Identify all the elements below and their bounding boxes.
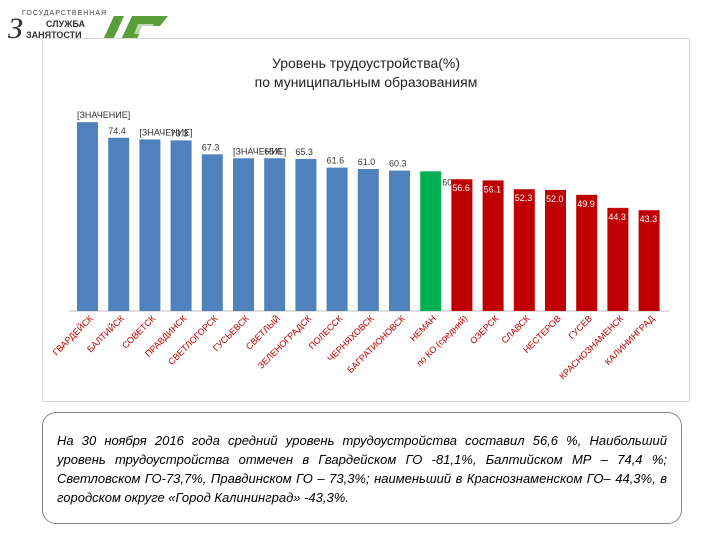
value-label-13: 56.6 xyxy=(452,183,470,193)
bar-4 xyxy=(170,140,192,311)
value-label-18: 44.3 xyxy=(608,212,626,222)
logo-line2: СЛУЖБА xyxy=(46,19,85,29)
bar-10 xyxy=(357,168,379,311)
value-label-6: [ЗНАЧЕНИЕ] xyxy=(233,146,286,156)
logo-line3: ЗАНЯТОСТИ xyxy=(26,30,82,40)
logo: З ГОСУДАРСТВЕННАЯ СЛУЖБА ЗАНЯТОСТИ xyxy=(8,8,178,48)
value-label-15: 52.3 xyxy=(515,193,533,203)
bar-6 xyxy=(233,158,254,311)
value-label-12: 60.0 xyxy=(442,177,460,187)
bar-3 xyxy=(139,139,161,311)
value-label-19: 43.3 xyxy=(640,214,658,224)
category-label-12: НЕМАН xyxy=(408,313,438,343)
bar-chart: [ЗНАЧЕНИЕ]ГВАРДЕЙСК74.4БАЛТИЙСК[ЗНАЧЕНИЕ… xyxy=(50,110,670,381)
value-label-10: 61.0 xyxy=(358,157,376,167)
bar-15 xyxy=(513,189,535,311)
bar-12 xyxy=(420,171,442,311)
value-label-5: 67.3 xyxy=(202,142,220,152)
bar-8 xyxy=(295,158,317,311)
bar-9 xyxy=(326,167,348,311)
bar-2 xyxy=(108,137,130,311)
value-label-14: 56.1 xyxy=(484,184,502,194)
bar-18 xyxy=(607,207,629,311)
value-label-17: 49.9 xyxy=(577,199,595,209)
bar-5 xyxy=(201,154,223,311)
bar-13 xyxy=(451,179,473,311)
bar-14 xyxy=(482,180,504,311)
value-label-8: 65.3 xyxy=(295,147,313,157)
bar-1 xyxy=(77,122,98,311)
value-label-1: [ЗНАЧЕНИЕ] xyxy=(77,110,130,120)
bar-11 xyxy=(389,170,410,311)
logo-z-icon: З xyxy=(8,12,23,45)
bar-17 xyxy=(576,194,598,311)
caption-text: На 30 ноября 2016 года средний уровень т… xyxy=(42,412,682,524)
value-label-3: [ЗНАЧЕНИЕ] xyxy=(139,127,192,137)
category-label-8: ЗЕЛЕНОГРАДСК xyxy=(256,313,314,371)
value-label-7: 65.6 xyxy=(264,146,282,156)
bar-7 xyxy=(264,158,286,311)
logo-line1: ГОСУДАРСТВЕННАЯ xyxy=(22,10,108,17)
bar-19 xyxy=(638,210,660,311)
chart-title: Уровень трудоустройства(%) xyxy=(271,55,461,71)
category-label-17: ГУСЕВ xyxy=(566,313,594,341)
category-label-14: ОЗЕРСК xyxy=(468,313,501,346)
value-label-11: 60.3 xyxy=(389,159,407,169)
logo-emblem-icon xyxy=(102,16,168,42)
category-label-11: БАГРАТИОНОВСК xyxy=(345,313,407,375)
chart-area: Уровень трудоустройства(%) по муниципаль… xyxy=(42,38,690,402)
bar-16 xyxy=(545,189,566,311)
value-label-4: 73.3 xyxy=(171,128,189,138)
chart-subtitle: по муниципальным образованиям xyxy=(254,74,478,90)
value-label-2: 74.4 xyxy=(108,126,126,136)
value-label-9: 61.6 xyxy=(327,156,345,166)
value-label-16: 52.0 xyxy=(546,194,564,204)
